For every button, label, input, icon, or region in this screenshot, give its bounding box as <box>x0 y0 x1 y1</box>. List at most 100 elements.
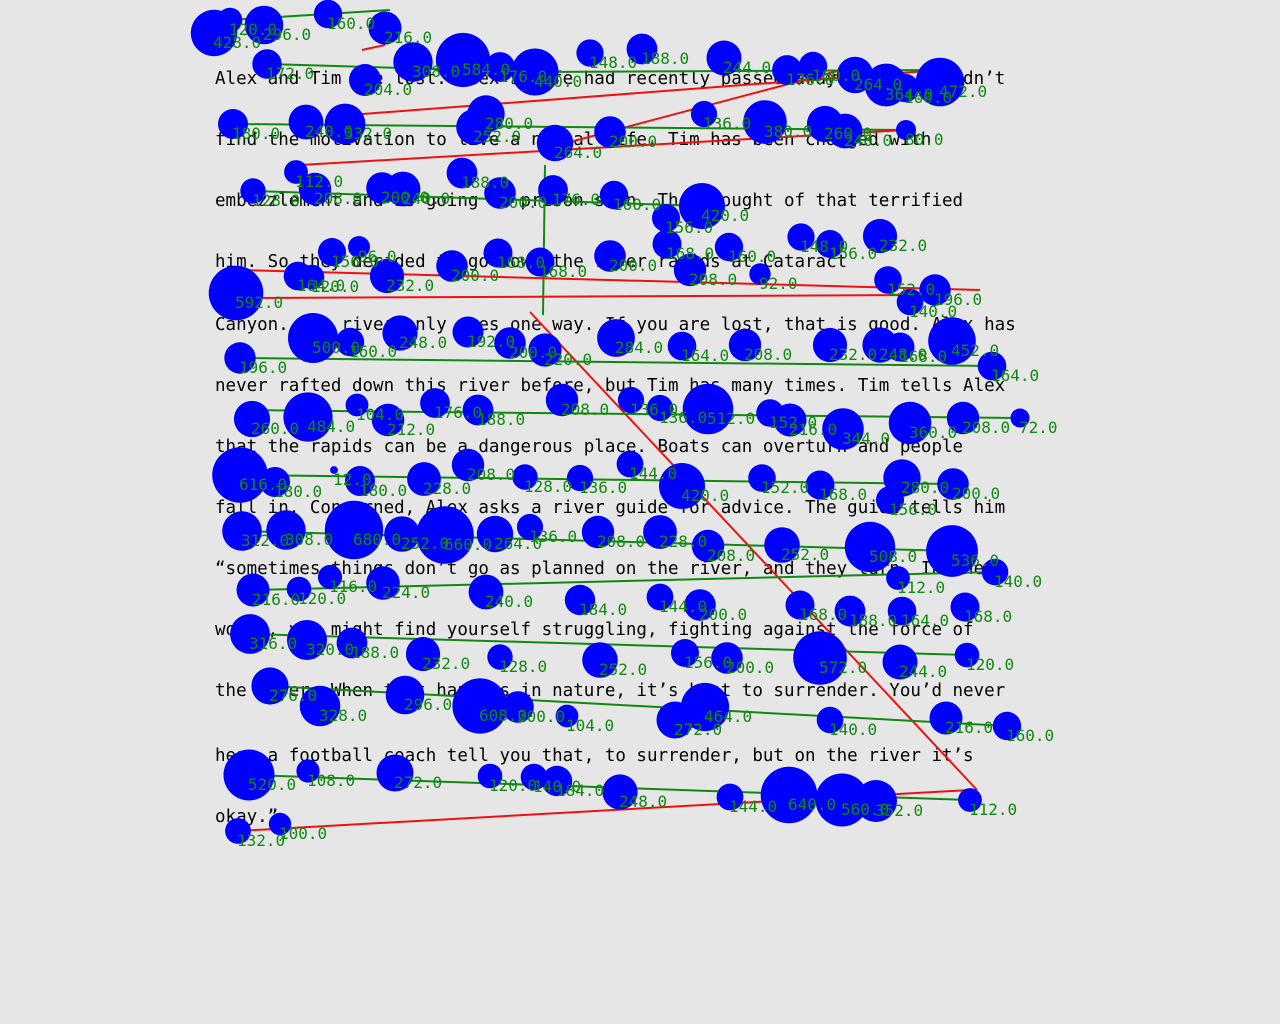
fixation-circle <box>977 351 1007 381</box>
fixation-circle <box>336 627 368 659</box>
fixation-duration-label: 128.0 <box>252 191 300 210</box>
fixation-duration-label: 156.0 <box>665 218 713 237</box>
fixation-layer <box>190 0 1030 844</box>
fixation-circle <box>919 274 951 306</box>
fixation-circle <box>684 589 716 621</box>
fixation-duration-label: 572.0 <box>819 658 867 677</box>
fixation-duration-label: 144.0 <box>659 597 707 616</box>
fixation-duration-label: 584.0 <box>462 60 510 79</box>
fixation-duration-label: 164.0 <box>297 276 345 295</box>
fixation-duration-label: 200.0 <box>609 256 657 275</box>
fixation-duration-label: 108.0 <box>307 771 355 790</box>
fixation-circle <box>812 327 848 363</box>
fixation-duration-label: 136.0 <box>659 408 707 427</box>
fixation-circle <box>240 178 266 204</box>
fixation-duration-label: 188.0 <box>461 173 509 192</box>
fixation-duration-label: 240.0 <box>402 189 450 208</box>
fixation-circle <box>954 642 980 668</box>
fixation-duration-label: 272.0 <box>674 720 722 739</box>
fixation-circle <box>716 783 744 811</box>
fixation-circle <box>646 583 674 611</box>
fixation-duration-label: 200.0 <box>952 484 1000 503</box>
fixation-circle <box>324 500 384 560</box>
fixation-circle <box>288 313 338 363</box>
fixation-duration-label: 120.0 <box>489 776 537 795</box>
fixation-duration-label: 168.0 <box>964 607 1012 626</box>
fixation-duration-label: 200.0 <box>517 707 565 726</box>
duration-label-layer: 428.0 296.0160.0216.0120.0172.0204.0308.0… <box>213 14 1058 850</box>
fixation-circle <box>268 812 292 836</box>
fixation-duration-label: 112.0 <box>969 800 1017 819</box>
fixation-duration-label: 208.0 <box>962 418 1010 437</box>
fixation-circle <box>251 667 289 705</box>
fixation-circle <box>599 180 629 210</box>
fixation-duration-label: 520.0 <box>248 775 296 794</box>
fixation-duration-label: 560.0 <box>841 800 889 819</box>
fixation-duration-label: 312.0 <box>241 531 289 550</box>
fixation-duration-label: 484.0 <box>307 417 355 436</box>
fixation-duration-label: 196.0 <box>239 358 287 377</box>
fixation-circle <box>288 104 324 140</box>
fixation-circle <box>885 332 915 362</box>
fixation-duration-label: 180.0 <box>359 481 407 500</box>
fixation-duration-label: 220.0 <box>544 350 592 369</box>
fixation-duration-label: 212.0 <box>387 420 435 439</box>
fixation-duration-label: 440.0 <box>534 72 582 91</box>
fixation-circle <box>538 175 568 205</box>
fixation-duration-label: 224.0 <box>382 583 430 602</box>
fixation-duration-label: 176.0 <box>499 67 547 86</box>
fixation-circle <box>711 642 743 674</box>
fixation-duration-label: 252.0 <box>473 127 521 146</box>
fixation-duration-label: 232.0 <box>422 654 470 673</box>
fixation-duration-label: 208.0 <box>314 189 362 208</box>
fixation-duration-label: 204.0 <box>364 80 412 99</box>
fixation-circle <box>564 584 596 616</box>
fixation-duration-label: 216.0 <box>789 420 837 439</box>
passage-line: never rafted down this river before, but… <box>215 376 1006 396</box>
fixation-duration-label: 176.0 <box>786 70 834 89</box>
fixation-duration-label: 72.0 <box>1019 418 1058 437</box>
fixation-circle <box>706 40 742 76</box>
fixation-circle <box>886 566 910 590</box>
fixation-circle <box>366 566 400 600</box>
fixation-duration-label: 592.0 <box>235 293 283 312</box>
fixation-duration-label: 152.0 <box>887 280 935 299</box>
fixation-circle <box>286 576 312 602</box>
fixation-circle <box>690 100 718 128</box>
fixation-duration-label: 156.0 <box>331 252 379 271</box>
fixation-duration-label: 196.0 <box>934 290 982 309</box>
fixation-duration-label: 164.0 <box>901 611 949 630</box>
fixation-circle <box>487 644 513 670</box>
fixation-duration-label: 316.0 <box>249 634 297 653</box>
fixation-circle <box>345 393 369 417</box>
fixation-circle <box>646 394 674 422</box>
fixation-duration-label: 420.0 <box>681 486 729 505</box>
fixation-duration-label: 136.0 <box>579 478 627 497</box>
fixation-duration-label: 252.0 <box>781 545 829 564</box>
fixation-duration-label: 132.0 <box>237 831 285 850</box>
fixation-circle <box>385 675 425 715</box>
fixation-duration-label: 160.0 <box>327 14 375 33</box>
fixation-duration-label: 536.0 <box>951 551 999 570</box>
fixation-duration-label: 252.0 <box>599 660 647 679</box>
fixation-circle <box>222 511 262 551</box>
fixation-duration-label: 280.0 <box>485 114 533 133</box>
fixation-circle <box>815 773 869 827</box>
fixation-duration-label: 140.0 <box>994 572 1042 591</box>
fixation-circle <box>597 319 635 357</box>
passage-line: hear a football coach tell you that, to … <box>215 746 974 766</box>
fixation-duration-label: 276.0 <box>269 686 317 705</box>
fixation-circle <box>452 316 484 348</box>
fixation-duration-label: 508.0 <box>869 547 917 566</box>
fixation-duration-label: 192.0 <box>467 332 515 351</box>
fixation-circle <box>212 447 268 503</box>
fixation-circle <box>382 315 418 351</box>
regression-saccade <box>361 44 386 51</box>
fixation-duration-label: 184.0 <box>556 781 604 800</box>
fixation-duration-label: 296.0 <box>404 695 452 714</box>
fixation-circle <box>318 238 346 266</box>
fixation-duration-label: 208.0 <box>707 546 755 565</box>
fixation-circle <box>446 157 478 189</box>
fixation-circle <box>298 172 332 206</box>
fixation-duration-label: 264.0 <box>554 143 602 162</box>
